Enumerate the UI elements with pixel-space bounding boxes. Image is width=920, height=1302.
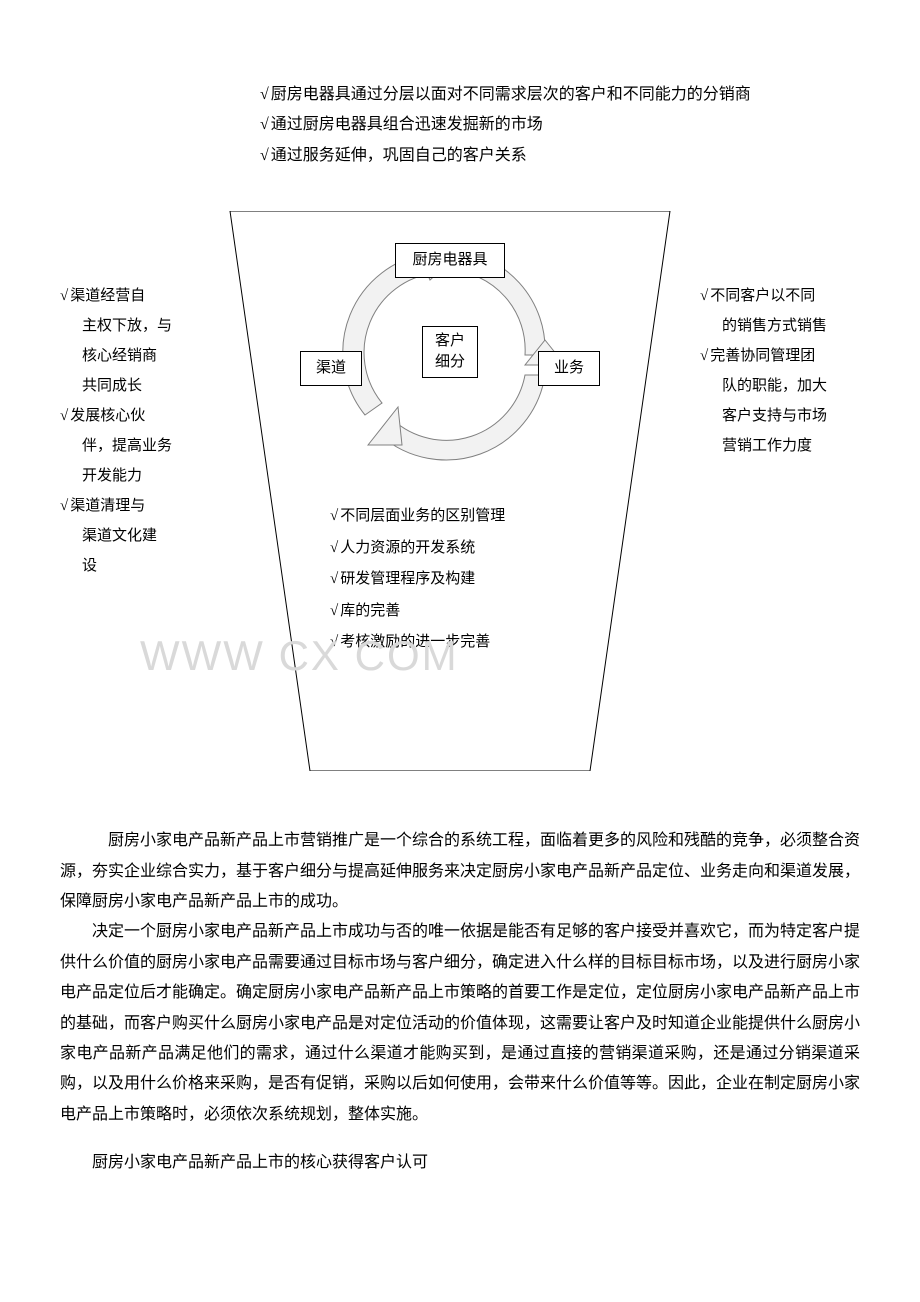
top-item-2: 通过厨房电器具组合迅速发掘新的市场: [260, 110, 860, 140]
top-bullet-list: 厨房电器具通过分层以面对不同需求层次的客户和不同能力的分销商 通过厨房电器具组合…: [260, 80, 860, 171]
node-left: 渠道: [300, 351, 362, 386]
left-item: 设: [60, 551, 210, 581]
node-center-l1: 客户: [435, 333, 465, 349]
inner-bullet-list: 不同层面业务的区别管理 人力资源的开发系统 研发管理程序及构建 库的完善 考核激…: [330, 501, 505, 659]
top-item-1: 厨房电器具通过分层以面对不同需求层次的客户和不同能力的分销商: [260, 80, 860, 110]
paragraph-3: 厨房小家电产品新产品上市的核心获得客户认可: [60, 1148, 860, 1178]
node-center-l2: 细分: [435, 354, 465, 370]
inner-item: 不同层面业务的区别管理: [330, 501, 505, 533]
inner-item: 人力资源的开发系统: [330, 533, 505, 565]
top-item-3: 通过服务延伸，巩固自己的客户关系: [260, 141, 860, 171]
right-item: 完善协同管理团: [700, 341, 860, 371]
funnel-diagram: 厨房电器具 客户 细分 渠道 业务 不同层面业务的区别管理 人力资源的开发系统 …: [220, 211, 680, 771]
right-item: 营销工作力度: [700, 431, 860, 461]
node-center: 客户 细分: [422, 326, 478, 378]
left-item: 伴，提高业务: [60, 431, 210, 461]
node-top: 厨房电器具: [395, 243, 505, 278]
left-item: 共同成长: [60, 371, 210, 401]
left-item: 主权下放，与: [60, 311, 210, 341]
inner-item: 库的完善: [330, 596, 505, 628]
left-item: 核心经销商: [60, 341, 210, 371]
inner-item: 研发管理程序及构建: [330, 564, 505, 596]
left-item: 渠道清理与: [60, 491, 210, 521]
right-item: 的销售方式销售: [700, 311, 860, 341]
right-bullet-column: 不同客户以不同 的销售方式销售 完善协同管理团 队的职能，加大 客户支持与市场 …: [690, 211, 860, 461]
paragraph-2: 决定一个厨房小家电产品新产品上市成功与否的唯一依据是能否有足够的客户接受并喜欢它…: [60, 917, 860, 1130]
node-right: 业务: [538, 351, 600, 386]
paragraph-1: 厨房小家电产品新产品上市营销推广是一个综合的系统工程，面临着更多的风险和残酷的竞…: [60, 826, 860, 917]
right-item: 队的职能，加大: [700, 371, 860, 401]
left-bullet-column: 渠道经营自 主权下放，与 核心经销商 共同成长 发展核心伙 伴，提高业务 开发能…: [60, 211, 210, 581]
left-item: 开发能力: [60, 461, 210, 491]
left-item: 发展核心伙: [60, 401, 210, 431]
diagram-row: 渠道经营自 主权下放，与 核心经销商 共同成长 发展核心伙 伴，提高业务 开发能…: [60, 211, 860, 771]
right-item: 客户支持与市场: [700, 401, 860, 431]
left-item: 渠道文化建: [60, 521, 210, 551]
left-item: 渠道经营自: [60, 281, 210, 311]
right-item: 不同客户以不同: [700, 281, 860, 311]
inner-item: 考核激励的进一步完善: [330, 627, 505, 659]
